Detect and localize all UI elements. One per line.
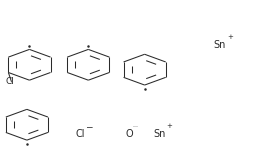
- Text: Sn: Sn: [214, 40, 226, 50]
- Text: +: +: [227, 34, 233, 40]
- Text: −: −: [85, 122, 93, 131]
- Text: Cl: Cl: [5, 77, 14, 86]
- Text: ···: ···: [133, 124, 138, 129]
- Text: Cl: Cl: [76, 129, 85, 139]
- Text: O: O: [125, 129, 133, 139]
- Text: Sn: Sn: [154, 129, 166, 139]
- Text: +: +: [167, 123, 173, 129]
